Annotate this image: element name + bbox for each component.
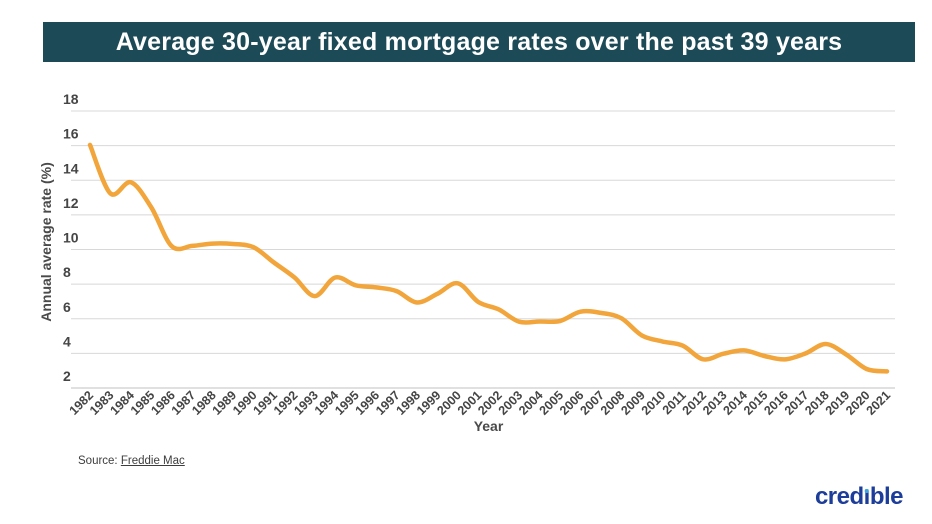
y-tick-label: 2: [63, 368, 71, 384]
y-tick-label: 8: [63, 264, 71, 280]
chart-title: Average 30-year fixed mortgage rates ove…: [115, 27, 843, 56]
y-tick-label: 16: [63, 126, 79, 142]
y-tick-label: 10: [63, 230, 79, 246]
logo-letter-i: ı: [863, 483, 871, 510]
source-note: Source: Freddie Mac: [78, 455, 185, 467]
chart-title-bar: Average 30-year fixed mortgage rates ove…: [43, 22, 915, 62]
source-link[interactable]: Freddie Mac: [120, 455, 185, 467]
x-tick-label: 2021: [864, 388, 894, 418]
y-tick-label: 18: [63, 91, 79, 107]
source-label: Source:: [78, 455, 118, 467]
credible-logo: credı ble: [814, 483, 904, 510]
logo-i-dot: [864, 488, 869, 493]
y-tick-label: 6: [63, 299, 71, 315]
mortgage-rate-line-chart: 2468101214161819821983198419851986198719…: [38, 91, 895, 434]
y-tick-label: 14: [63, 160, 79, 176]
y-tick-label: 12: [63, 195, 79, 211]
rate-line-series: [87, 142, 890, 374]
y-tick-label: 4: [63, 333, 71, 349]
x-axis-title: Year: [474, 418, 504, 434]
y-axis-title: Annual average rate (%): [38, 162, 54, 322]
